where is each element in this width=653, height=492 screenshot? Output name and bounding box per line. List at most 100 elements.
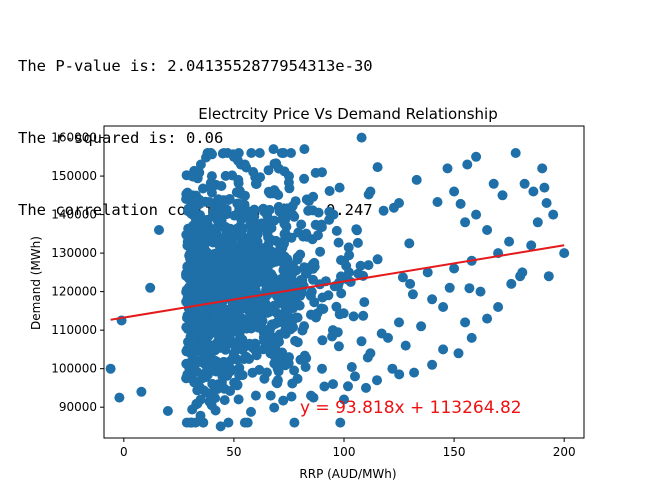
data-point	[193, 271, 204, 282]
y-tick-label: 150000	[51, 169, 97, 183]
data-point	[317, 292, 328, 303]
data-point	[427, 294, 438, 305]
data-point	[350, 371, 360, 382]
data-point	[154, 225, 164, 235]
data-point	[269, 351, 280, 362]
data-point	[289, 365, 300, 376]
data-point	[197, 373, 208, 384]
data-point	[407, 289, 418, 300]
x-tick-label: 0	[120, 445, 128, 459]
data-point	[240, 190, 250, 201]
data-point	[250, 178, 261, 189]
data-point	[344, 250, 355, 261]
data-points	[105, 132, 570, 432]
data-point	[308, 263, 319, 274]
data-point	[271, 158, 282, 169]
data-point	[528, 186, 539, 197]
data-point	[359, 297, 370, 308]
data-point	[220, 170, 231, 181]
data-point	[383, 332, 393, 343]
data-point	[214, 235, 225, 246]
data-point	[506, 278, 517, 289]
data-point	[195, 159, 206, 170]
data-point	[331, 225, 342, 236]
x-tick-label: 150	[443, 445, 466, 459]
data-point	[295, 275, 306, 285]
data-point	[442, 163, 453, 174]
data-point	[269, 402, 280, 413]
data-point	[287, 378, 298, 389]
data-point	[526, 240, 537, 251]
data-point	[286, 391, 297, 402]
data-point	[299, 321, 310, 332]
data-point	[328, 209, 339, 220]
data-point	[235, 199, 245, 209]
data-point	[193, 255, 204, 266]
data-point	[239, 159, 250, 170]
data-point	[278, 395, 289, 406]
data-point	[207, 149, 217, 160]
data-point	[105, 363, 116, 374]
data-point	[405, 278, 416, 289]
data-point	[245, 273, 256, 284]
data-point	[206, 171, 217, 182]
data-point	[284, 171, 294, 182]
data-point	[409, 367, 420, 378]
data-point	[532, 217, 543, 228]
data-point	[206, 390, 217, 401]
data-point	[228, 151, 239, 162]
data-point	[222, 332, 233, 343]
data-point	[372, 375, 382, 386]
data-point	[190, 329, 201, 340]
data-point	[204, 362, 215, 373]
data-point	[265, 390, 276, 401]
y-tick-label: 140000	[51, 208, 97, 222]
data-point	[249, 205, 260, 216]
x-axis-label: RRP (AUD/MWh)	[299, 467, 396, 481]
data-point	[204, 197, 215, 208]
data-point	[328, 379, 338, 390]
data-point	[236, 302, 247, 313]
data-point	[211, 210, 222, 221]
data-point	[318, 304, 329, 314]
data-point	[237, 370, 248, 381]
data-point	[449, 186, 460, 197]
data-point	[462, 159, 473, 170]
data-point	[215, 421, 226, 432]
data-point	[317, 335, 328, 346]
data-point	[497, 190, 508, 201]
data-point	[193, 292, 204, 302]
data-point	[471, 151, 482, 162]
data-point	[363, 260, 374, 271]
data-point	[228, 350, 239, 361]
data-point	[444, 282, 455, 293]
data-point	[256, 218, 267, 229]
data-point	[214, 197, 225, 208]
data-point	[493, 302, 504, 312]
data-point	[288, 210, 299, 221]
data-point	[195, 227, 206, 237]
data-point	[460, 317, 471, 328]
chart-title: Electrcity Price Vs Demand Relationship	[198, 105, 497, 123]
data-point	[193, 322, 204, 332]
y-tick-label: 110000	[51, 323, 97, 337]
data-point	[258, 332, 269, 343]
data-point	[284, 352, 294, 363]
data-point	[246, 406, 256, 417]
data-point	[183, 240, 194, 251]
data-point	[218, 315, 229, 326]
data-point	[181, 189, 192, 199]
data-point	[231, 322, 242, 333]
data-point	[300, 264, 311, 275]
data-point	[182, 261, 193, 272]
data-point	[276, 148, 287, 158]
data-point	[223, 195, 234, 205]
data-point	[334, 182, 345, 193]
data-point	[216, 245, 226, 256]
r-squared-line: The r-squared is: 0.06	[18, 129, 224, 147]
data-point	[210, 268, 221, 279]
data-point	[273, 201, 284, 212]
data-point	[300, 362, 311, 372]
data-point	[343, 381, 353, 392]
data-point	[211, 315, 222, 326]
